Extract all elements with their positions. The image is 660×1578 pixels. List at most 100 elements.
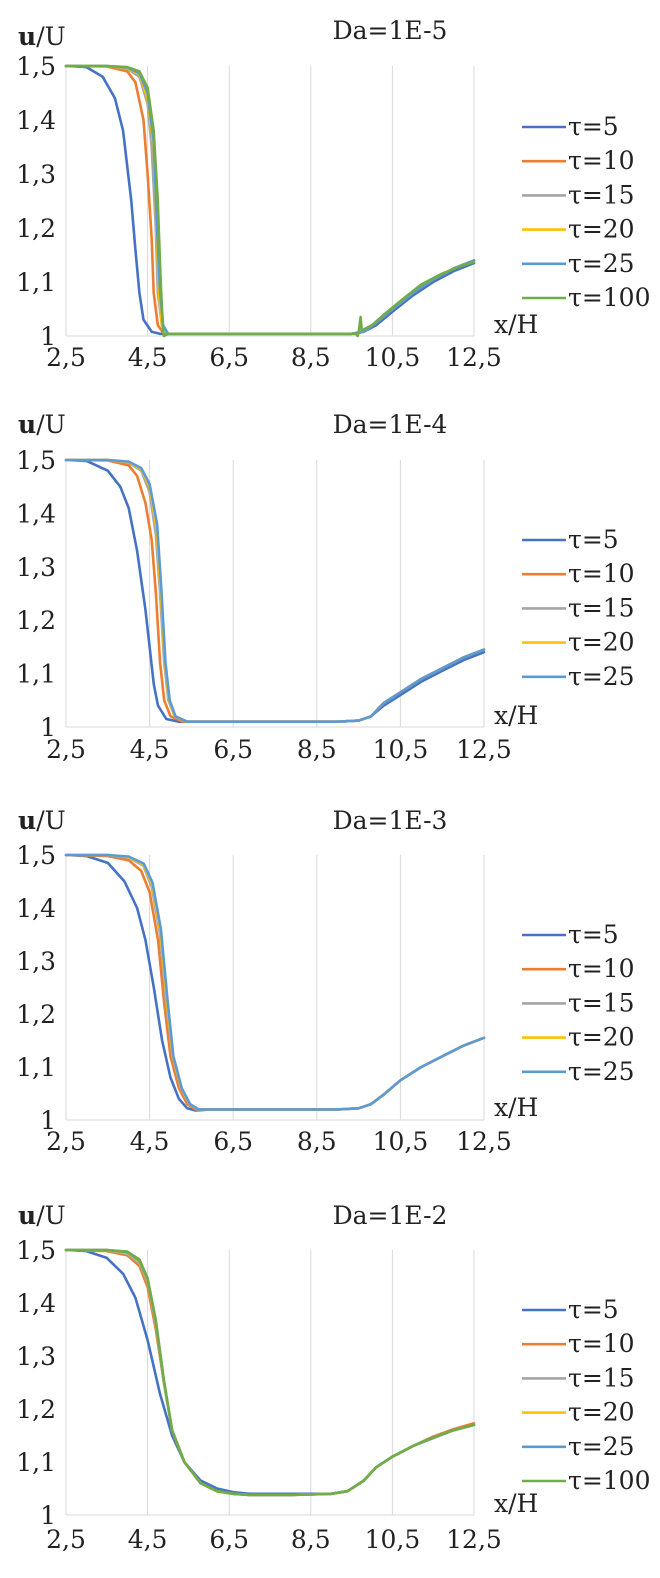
y-tick-label: 1 (40, 1501, 56, 1530)
series-line-tau-100 (64, 1248, 476, 1497)
chart-title: Da=1E-5 (333, 16, 448, 45)
y-tick-label: 1,3 (16, 1342, 56, 1371)
x-tick-label: 6,5 (213, 735, 253, 764)
chart-da-1e-3: 2,5 4,5 6,5 8,5 10,5 12,5 1 1,1 1,2 1,3 1,4 1,5 Da=1… (16, 806, 635, 1156)
x-tick-label: 6,5 (213, 1127, 253, 1156)
chart-title: Da=1E-2 (333, 1201, 448, 1230)
legend-label-tau-10: τ=10 (568, 954, 635, 983)
legend-label-tau-20: τ=20 (568, 1398, 635, 1427)
legend-label-tau-15: τ=15 (568, 593, 635, 622)
x-axis-label: x/H (494, 1093, 538, 1122)
legend-label-tau-20: τ=20 (568, 1023, 635, 1052)
y-tick-label: 1 (40, 713, 56, 742)
y-tick-label: 1 (40, 1106, 56, 1135)
y-tick-label: 1,5 (16, 52, 56, 81)
x-tick-label: 12,5 (456, 1127, 512, 1156)
y-tick-label: 1,5 (16, 446, 56, 475)
y-tick-label: 1,5 (16, 1236, 56, 1265)
y-tick-label: 1,1 (16, 268, 56, 297)
chart-title: Da=1E-3 (333, 806, 448, 835)
series-line-tau-25 (64, 458, 486, 723)
y-tick-label: 1,2 (16, 1000, 56, 1029)
x-tick-label: 2,5 (46, 1525, 86, 1554)
chart-title: Da=1E-4 (333, 410, 448, 439)
y-tick-label: 1,3 (16, 553, 56, 582)
y-tick-label: 1,1 (16, 1053, 56, 1082)
y-tick-label: 1,4 (16, 499, 56, 528)
y-tick-label: 1 (40, 322, 56, 351)
x-tick-label: 4,5 (128, 1525, 168, 1554)
x-axis-label: x/H (494, 701, 538, 730)
legend-label-tau-5: τ=5 (568, 920, 619, 949)
series-line-tau-5 (64, 64, 476, 336)
y-tick-label: 1,4 (16, 894, 56, 923)
x-tick-label: 6,5 (209, 343, 249, 372)
legend-label-tau-25: τ=25 (568, 249, 635, 278)
y-tick-label: 1,4 (16, 106, 56, 135)
x-tick-label: 8,5 (291, 1525, 331, 1554)
y-axis-label: u/U (18, 806, 66, 835)
x-tick-label: 4,5 (128, 343, 168, 372)
series-line-tau-25 (64, 1248, 476, 1497)
legend-label-tau-5: τ=5 (568, 112, 619, 141)
legend-label-tau-20: τ=20 (568, 628, 635, 657)
legend-label-tau-5: τ=5 (568, 525, 619, 554)
legend-label-tau-100: τ=100 (568, 1466, 651, 1495)
legend-label-tau-10: τ=10 (568, 146, 635, 175)
x-tick-label: 2,5 (46, 735, 86, 764)
series-line-tau-100 (64, 64, 476, 338)
x-tick-label: 8,5 (297, 1127, 337, 1156)
y-tick-label: 1,2 (16, 606, 56, 635)
series-line-tau-5 (64, 458, 486, 723)
y-tick-label: 1,1 (16, 1448, 56, 1477)
chart-da-1e-5: 2,5 4,5 6,5 8,5 10,5 12,5 1 1,1 1,2 1,3 1,4 1,5 Da=1… (16, 16, 651, 372)
series-line-tau-25 (64, 64, 476, 336)
y-tick-label: 1,1 (16, 660, 56, 689)
y-tick-label: 1,3 (16, 160, 56, 189)
x-tick-label: 2,5 (46, 1127, 86, 1156)
y-tick-label: 1,2 (16, 1395, 56, 1424)
x-tick-label: 12,5 (446, 1525, 502, 1554)
y-tick-label: 1,5 (16, 841, 56, 870)
x-axis-label: x/H (494, 310, 538, 339)
series-line-tau-20 (64, 1248, 476, 1497)
series-line-tau-15 (64, 1248, 476, 1497)
x-tick-label: 10,5 (365, 343, 421, 372)
x-tick-label: 12,5 (446, 343, 502, 372)
y-axis-label: u/U (18, 22, 66, 51)
x-tick-label: 6,5 (209, 1525, 249, 1554)
legend-label-tau-10: τ=10 (568, 1329, 635, 1358)
x-tick-label: 8,5 (291, 343, 331, 372)
x-tick-label: 10,5 (365, 1525, 421, 1554)
y-tick-label: 1,4 (16, 1289, 56, 1318)
x-tick-label: 4,5 (130, 1127, 170, 1156)
legend-label-tau-10: τ=10 (568, 559, 635, 588)
x-tick-label: 2,5 (46, 343, 86, 372)
legend-label-tau-25: τ=25 (568, 1057, 635, 1086)
series-line-tau-25 (64, 853, 486, 1111)
y-axis-label: u/U (18, 410, 66, 439)
x-tick-label: 8,5 (297, 735, 337, 764)
y-axis-label: u/U (18, 1201, 66, 1230)
legend-label-tau-15: τ=15 (568, 1363, 635, 1392)
legend-label-tau-25: τ=25 (568, 1432, 635, 1461)
x-tick-label: 12,5 (456, 735, 512, 764)
series-line-tau-5 (64, 853, 486, 1112)
x-tick-label: 10,5 (373, 735, 429, 764)
series-line-tau-5 (64, 1248, 476, 1496)
legend-label-tau-5: τ=5 (568, 1295, 619, 1324)
chart-da-1e-2: 2,5 4,5 6,5 8,5 10,5 12,5 1 1,1 1,2 1,3 1,4 1,5 Da=1… (16, 1201, 651, 1554)
legend-label-tau-15: τ=15 (568, 180, 635, 209)
legend-label-tau-100: τ=100 (568, 283, 651, 312)
series-line-tau-10 (64, 1248, 476, 1497)
legend-label-tau-25: τ=25 (568, 662, 635, 691)
chart-da-1e-4: 2,5 4,5 6,5 8,5 10,5 12,5 1 1,1 1,2 1,3 1,4 1,5 Da=1… (16, 410, 635, 764)
y-tick-label: 1,3 (16, 947, 56, 976)
x-tick-label: 4,5 (130, 735, 170, 764)
legend-label-tau-20: τ=20 (568, 215, 635, 244)
x-tick-label: 10,5 (373, 1127, 429, 1156)
legend-label-tau-15: τ=15 (568, 988, 635, 1017)
y-tick-label: 1,2 (16, 214, 56, 243)
x-axis-label: x/H (494, 1489, 538, 1518)
